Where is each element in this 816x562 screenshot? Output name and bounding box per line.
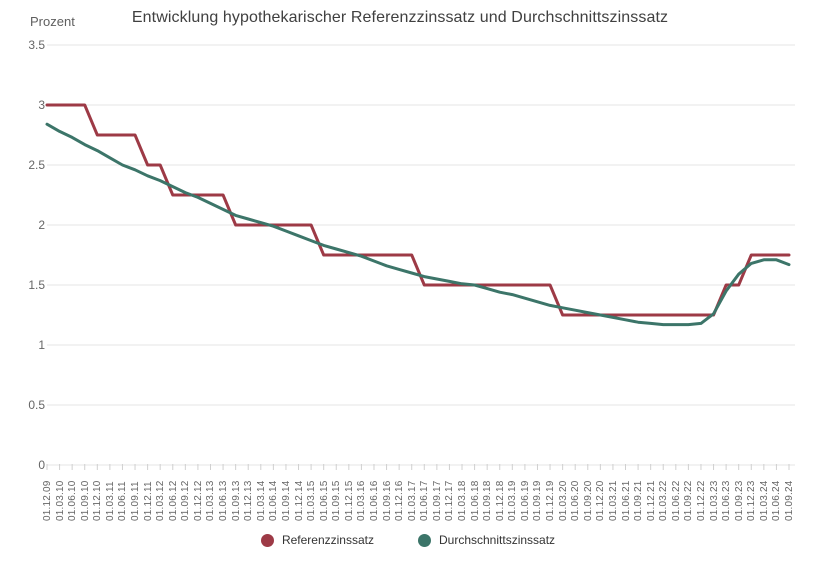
x-tick-label: 01.12.18 [494, 480, 506, 521]
x-tick-label: 01.03.21 [607, 480, 619, 521]
x-tick-label: 01.06.20 [570, 480, 582, 521]
y-axis-title: Prozent [30, 14, 75, 29]
x-tick-label: 01.06.13 [218, 480, 230, 521]
x-tick-label: 01.06.21 [620, 480, 632, 521]
x-tick-label: 01.06.24 [771, 480, 783, 521]
chart-title: Entwicklung hypothekarischer Referenzzin… [131, 9, 669, 26]
x-tick-label: 01.09.11 [130, 481, 142, 521]
x-tick-label: 01.06.17 [419, 480, 431, 521]
x-tick-label: 01.03.19 [507, 480, 519, 521]
x-tick-label: 01.03.10 [54, 480, 66, 521]
x-tick-label: 01.12.09 [42, 480, 53, 521]
series-line-referenzzinssatz [45, 103, 791, 317]
legend-item-durchschnittszinssatz[interactable]: Durchschnittszinssatz [418, 533, 555, 547]
legend-marker-durchschnittszinssatz-icon [418, 533, 431, 547]
x-tick-label: 01.03.15 [306, 480, 318, 521]
x-tick-label: 01.06.12 [167, 480, 179, 521]
x-tick-label: 01.12.19 [545, 480, 557, 521]
x-tick-label: 01.06.22 [670, 480, 682, 521]
x-tick-label: 01.09.19 [532, 480, 544, 521]
y-tick-label: 2 [38, 218, 45, 232]
legend: Referenzzinssatz Durchschnittszinssatz [0, 533, 816, 547]
x-tick-label: 01.12.12 [192, 480, 204, 521]
x-tick-label: 01.12.21 [645, 480, 657, 521]
x-tick-label: 01.12.10 [92, 480, 104, 521]
x-tick-label: 01.09.14 [280, 480, 292, 521]
y-tick-label: 0.5 [28, 398, 45, 412]
x-tick-label: 01.06.11 [117, 481, 129, 521]
x-tick-label: 01.03.12 [155, 480, 167, 521]
y-tick-label: 3.5 [28, 38, 45, 52]
x-tick-label: 01.12.13 [243, 480, 255, 521]
x-tick-label: 01.06.14 [268, 480, 280, 521]
x-tick-label: 01.06.10 [67, 480, 79, 521]
x-tick-label: 01.12.17 [444, 480, 456, 521]
x-tick-label: 01.09.15 [331, 480, 343, 521]
x-tick-label: 01.09.21 [633, 480, 645, 521]
x-tick-label: 01.06.15 [318, 480, 330, 521]
x-tick-label: 01.12.22 [695, 480, 707, 521]
x-tick-label: 01.09.12 [180, 480, 192, 521]
x-tick-label: 01.03.14 [255, 480, 267, 521]
x-tick-label: 01.09.13 [230, 480, 242, 521]
x-tick-label: 01.09.18 [482, 480, 494, 521]
x-tick-label: 01.12.23 [746, 480, 758, 521]
y-tick-label: 1 [38, 338, 45, 352]
x-tick-label: 01.03.20 [557, 480, 569, 521]
y-tick-label: 0 [38, 458, 45, 472]
legend-item-referenzzinssatz[interactable]: Referenzzinssatz [260, 533, 374, 547]
x-tick-label: 01.03.16 [356, 480, 368, 521]
x-tick-label: 01.06.18 [469, 480, 481, 521]
x-tick-label: 01.03.24 [758, 480, 770, 521]
series-line-durchschnittszinssatz [45, 122, 791, 327]
x-tick-label: 01.03.11 [104, 481, 116, 521]
x-tick-label: 01.09.23 [733, 480, 745, 521]
x-tick-label: 01.06.16 [368, 480, 380, 521]
x-tick-label: 01.12.11 [142, 481, 154, 521]
x-tick-label: 01.03.23 [708, 480, 720, 521]
y-tick-label: 3 [38, 98, 45, 112]
x-tick-label: 01.09.24 [784, 480, 795, 521]
x-tick-label: 01.03.18 [457, 480, 469, 521]
legend-label-referenzzinssatz: Referenzzinssatz [281, 533, 374, 547]
x-tick-label: 01.09.10 [79, 480, 91, 521]
legend-marker-referenzzinssatz-icon [260, 533, 274, 547]
x-tick-label: 01.09.22 [683, 480, 695, 521]
x-tick-label: 01.12.20 [595, 480, 607, 521]
x-tick-label: 01.09.16 [381, 480, 393, 521]
y-tick-label: 1.5 [28, 278, 45, 292]
x-tick-label: 01.09.20 [582, 480, 594, 521]
x-tick-label: 01.12.15 [343, 480, 355, 521]
x-tick-label: 01.06.23 [721, 480, 733, 521]
x-tick-label: 01.03.17 [406, 480, 418, 521]
x-tick-label: 01.12.16 [394, 480, 406, 521]
legend-label-durchschnittszinssatz: Durchschnittszinssatz [439, 533, 556, 547]
x-tick-label: 01.09.17 [431, 480, 443, 521]
y-tick-label: 2.5 [28, 158, 45, 172]
x-tick-label: 01.12.14 [293, 480, 305, 521]
x-tick-label: 01.06.19 [519, 480, 531, 521]
x-tick-label: 01.03.13 [205, 480, 217, 521]
x-tick-label: 01.03.22 [658, 480, 670, 521]
